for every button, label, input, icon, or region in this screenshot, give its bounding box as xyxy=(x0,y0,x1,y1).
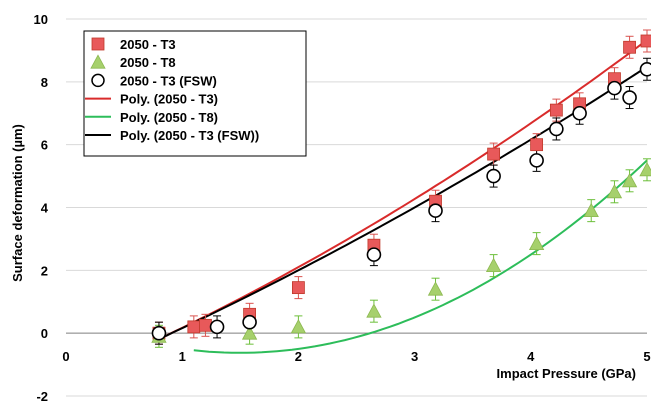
data-point-2050-t8 xyxy=(583,202,599,218)
legend-swatch-circle xyxy=(91,73,105,88)
y-tick-label: 0 xyxy=(41,326,48,341)
data-point-2050-t3 xyxy=(487,147,501,161)
legend-label: Poly. (2050 - T8) xyxy=(120,110,218,125)
data-point-2050-t8 xyxy=(606,183,623,199)
x-tick-label: 2 xyxy=(295,349,302,364)
data-point-2050-t3-fsw xyxy=(428,203,443,218)
x-tick-label: 1 xyxy=(179,349,186,364)
data-point-2050-t3 xyxy=(187,320,201,334)
data-point-2050-t3 xyxy=(291,281,305,295)
x-tick-labels: 0 1 2 3 4 5 xyxy=(62,349,650,364)
y-tick-label: 8 xyxy=(41,75,48,90)
data-point-2050-t8 xyxy=(621,172,638,188)
x-tick-label: 3 xyxy=(411,349,418,364)
legend-label: Poly. (2050 - T3 (FSW)) xyxy=(120,128,259,143)
trendlines xyxy=(158,39,648,354)
y-tick-label: 6 xyxy=(41,138,48,153)
data-point-2050-t3 xyxy=(199,318,212,332)
data-point-2050-t8 xyxy=(290,319,307,334)
legend-box xyxy=(83,30,307,157)
x-axis-title: Impact Pressure (GPa) xyxy=(497,366,636,381)
y-tick-label: 10 xyxy=(34,12,48,27)
data-point-2050-t3-fsw xyxy=(639,61,651,77)
data-markers xyxy=(151,34,651,343)
data-point-2050-t3-fsw xyxy=(572,105,587,121)
data-point-2050-t3-fsw xyxy=(242,314,257,330)
data-point-2050-t8 xyxy=(427,281,444,296)
y-tick-label: 4 xyxy=(41,201,49,216)
legend-label: 2050 - T8 xyxy=(120,55,176,70)
data-point-2050-t3 xyxy=(530,138,544,152)
data-point-2050-t3-fsw xyxy=(529,153,544,168)
legend-label: 2050 - T3 xyxy=(120,37,176,52)
trendline-3 xyxy=(158,65,648,341)
trendline-2 xyxy=(193,159,648,354)
legend-label: Poly. (2050 - T3) xyxy=(120,92,218,107)
legend: 2050 - T3 2050 - T8 2050 - T3 (FSW) Poly. (… xyxy=(83,30,307,157)
data-point-2050-t3-fsw xyxy=(549,121,564,137)
y-tick-labels: -2 0 2 4 6 8 10 xyxy=(34,12,49,403)
data-point-2050-t3-fsw xyxy=(486,168,501,184)
y-tick-label: -2 xyxy=(36,389,48,403)
data-point-2050-t3-fsw xyxy=(209,319,225,335)
data-point-2050-t3 xyxy=(623,40,636,54)
legend-label: 2050 - T3 (FSW) xyxy=(120,73,217,88)
data-point-2050-t3 xyxy=(549,103,563,117)
data-point-2050-t8 xyxy=(485,257,502,273)
data-point-2050-t3-fsw xyxy=(607,80,622,96)
data-point-2050-t8 xyxy=(528,235,545,251)
data-point-2050-t3-fsw xyxy=(366,247,382,262)
data-point-2050-t8 xyxy=(366,303,382,318)
y-tick-label: 2 xyxy=(41,263,48,278)
data-point-2050-t8 xyxy=(241,325,258,340)
x-tick-label: 5 xyxy=(643,349,650,364)
data-point-2050-t3 xyxy=(640,34,651,48)
x-tick-label: 4 xyxy=(527,349,535,364)
data-point-2050-t3-fsw xyxy=(622,90,637,105)
trendline-1 xyxy=(158,39,648,340)
y-axis-title: Surface deformation (µm) xyxy=(10,124,25,282)
x-tick-label: 0 xyxy=(62,349,69,364)
legend-swatch-square xyxy=(91,37,105,51)
legend-swatch-triangle xyxy=(90,54,106,69)
data-point-2050-t3-fsw xyxy=(151,325,167,341)
